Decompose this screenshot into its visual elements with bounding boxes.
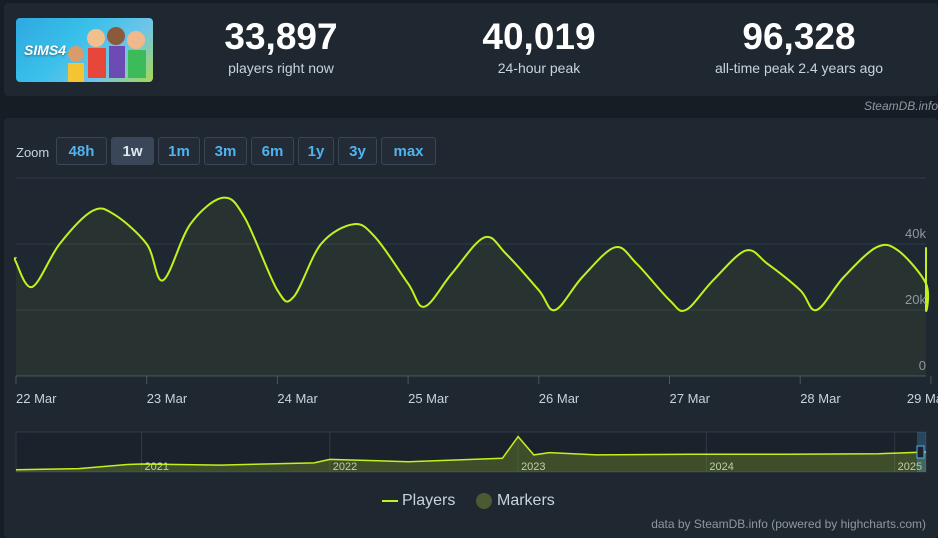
current-players-label: players right now [228, 60, 334, 76]
stats-header: SIMS4 33,897 players right now 40,019 24… [4, 3, 938, 96]
zoom-3m-button[interactable]: 3m [204, 137, 247, 165]
alltime-peak-label: all-time peak 2.4 years ago [714, 60, 884, 76]
logo-text: SIMS4 [24, 42, 67, 58]
zoom-max-button[interactable]: max [381, 137, 436, 165]
stat-current: 33,897 players right now [216, 15, 346, 77]
zoom-6m-button[interactable]: 6m [251, 137, 294, 165]
zoom-1m-button[interactable]: 1m [158, 137, 200, 165]
zoom-1y-button[interactable]: 1y [298, 137, 334, 165]
zoom-label: Zoom [16, 145, 50, 160]
current-players-value: 33,897 [224, 16, 338, 57]
legend-line-icon [382, 499, 398, 502]
peak-24h-value: 40,019 [482, 16, 596, 57]
stat-alltime-peak: 96,328 all-time peak 2.4 years ago [694, 15, 904, 77]
chart-panel [4, 118, 938, 538]
highcharts-credit[interactable]: data by SteamDB.info (powered by highcha… [651, 517, 926, 531]
game-logo[interactable]: SIMS4 [16, 18, 153, 82]
zoom-48h-button[interactable]: 48h [56, 137, 107, 165]
zoom-1w-button[interactable]: 1w [111, 137, 154, 165]
stat-24h-peak: 40,019 24-hour peak [474, 15, 604, 77]
legend-players-label: Players [402, 492, 456, 509]
legend-players[interactable]: Players [382, 492, 455, 510]
steamdb-credit[interactable]: SteamDB.info [863, 99, 938, 113]
zoom-3y-button[interactable]: 3y [338, 137, 377, 165]
legend-markers[interactable]: Markers [476, 492, 555, 510]
logo-figures [68, 27, 146, 82]
peak-24h-label: 24-hour peak [497, 60, 581, 76]
alltime-peak-value: 96,328 [742, 16, 856, 57]
legend-marker-icon [476, 492, 492, 509]
legend-markers-label: Markers [497, 492, 555, 509]
